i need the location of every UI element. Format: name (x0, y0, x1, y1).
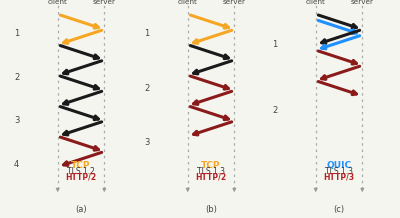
Text: 2: 2 (14, 73, 19, 82)
Text: 2: 2 (144, 84, 149, 93)
Text: client: client (178, 0, 198, 5)
Text: server: server (351, 0, 374, 5)
Text: 2: 2 (272, 106, 277, 115)
Text: server: server (223, 0, 246, 5)
Text: 1: 1 (14, 29, 19, 38)
Text: HTTP/3: HTTP/3 (324, 173, 354, 182)
Text: 1: 1 (144, 29, 149, 38)
Text: 4: 4 (14, 160, 19, 169)
Text: TCP: TCP (201, 161, 221, 170)
Text: QUIC: QUIC (326, 161, 352, 170)
Text: 3: 3 (14, 116, 19, 126)
Text: client: client (48, 0, 68, 5)
Text: HTTP/2: HTTP/2 (66, 173, 96, 182)
Text: TLS 1.3: TLS 1.3 (197, 167, 225, 176)
Text: TCP: TCP (71, 161, 91, 170)
Text: TLS 1.3: TLS 1.3 (325, 167, 353, 176)
Text: 3: 3 (144, 138, 149, 147)
Text: server: server (93, 0, 116, 5)
Text: (c): (c) (334, 205, 344, 214)
Text: TLS 1.2: TLS 1.2 (67, 167, 95, 176)
Text: 1: 1 (272, 40, 277, 49)
Text: (b): (b) (205, 205, 217, 214)
Text: (a): (a) (75, 205, 87, 214)
Text: HTTP/2: HTTP/2 (196, 173, 226, 182)
Text: client: client (306, 0, 326, 5)
